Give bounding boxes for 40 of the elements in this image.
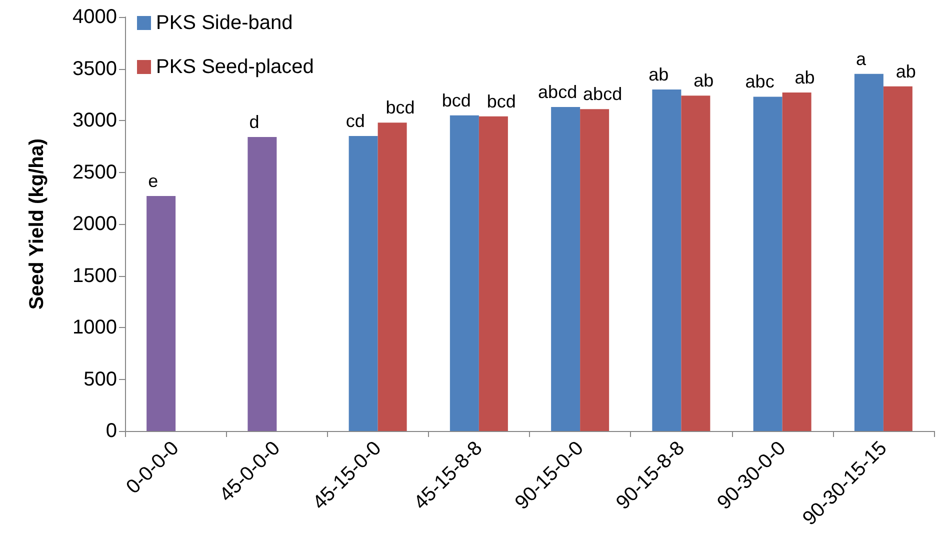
bar bbox=[681, 96, 710, 431]
data-label: bcd bbox=[442, 90, 471, 110]
data-label: a bbox=[856, 48, 867, 69]
data-label: bcd bbox=[486, 91, 516, 112]
y-tick-label: 1000 bbox=[72, 316, 117, 338]
y-tick-label: 500 bbox=[84, 368, 117, 390]
bar bbox=[348, 136, 378, 431]
y-tick-label: 4000 bbox=[72, 6, 117, 28]
bar bbox=[854, 74, 884, 431]
data-label: ab bbox=[694, 70, 714, 91]
data-label: ab bbox=[648, 64, 669, 84]
y-tick-label: 3000 bbox=[72, 110, 117, 132]
bar bbox=[652, 89, 682, 431]
data-label: d bbox=[249, 112, 260, 132]
y-tick-label: 2000 bbox=[72, 213, 117, 235]
y-tick-label: 1500 bbox=[72, 264, 117, 287]
y-tick-label: 2500 bbox=[72, 161, 117, 184]
bar bbox=[782, 92, 812, 431]
data-label: cd bbox=[346, 111, 365, 132]
bar bbox=[478, 116, 508, 431]
bar bbox=[883, 86, 912, 431]
bar bbox=[551, 107, 580, 431]
legend-label: PKS Side-band bbox=[156, 12, 293, 34]
bar bbox=[450, 115, 479, 431]
data-label: abcd bbox=[538, 82, 578, 102]
data-label: ab bbox=[794, 68, 815, 88]
y-tick-label: 0 bbox=[106, 420, 117, 442]
y-axis-title: Seed Yield (kg/ha) bbox=[26, 138, 48, 310]
bar bbox=[580, 109, 610, 431]
bar bbox=[146, 196, 176, 431]
bar bbox=[248, 137, 277, 431]
bar bbox=[378, 122, 407, 431]
data-label: ab bbox=[896, 61, 916, 82]
bar bbox=[753, 96, 782, 431]
data-label: e bbox=[148, 171, 158, 192]
legend-label: PKS Seed-placed bbox=[156, 56, 314, 78]
data-label: abcd bbox=[583, 84, 622, 104]
data-label: bcd bbox=[386, 98, 415, 118]
data-label: abc bbox=[745, 72, 774, 92]
y-tick-label: 3500 bbox=[72, 58, 117, 80]
